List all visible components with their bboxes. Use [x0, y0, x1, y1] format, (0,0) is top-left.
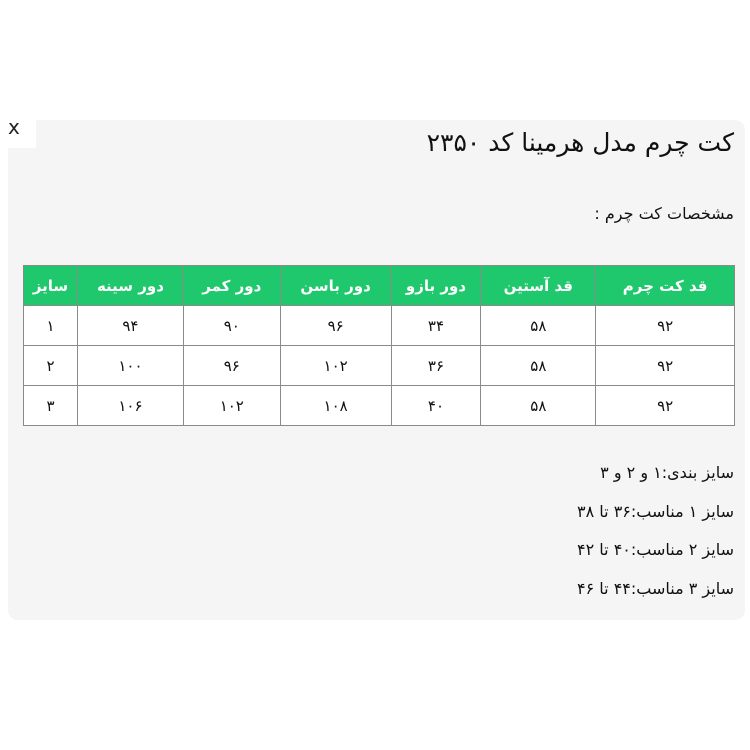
- header-jacket-length: قد کت چرم: [595, 265, 735, 306]
- table-row: ۹۲ ۵۸ ۴۰ ۱۰۸ ۱۰۲ ۱۰۶ ۳: [22, 385, 735, 426]
- table-cell: ۹۲: [595, 305, 735, 346]
- table-cell: ۱۰۲: [279, 345, 392, 386]
- table-row: ۹۲ ۵۸ ۳۶ ۱۰۲ ۹۶ ۱۰۰ ۲: [22, 345, 735, 386]
- note-size-1: سایز ۱ مناسب:۳۶ تا ۳۸: [577, 501, 734, 521]
- table-cell: ۳۶: [390, 345, 482, 386]
- close-icon: x: [8, 115, 20, 139]
- size-notes: سایز بندی:۱ و ۲ و ۳ سایز ۱ مناسب:۳۶ تا ۳…: [577, 460, 734, 614]
- table-cell: ۵۸: [480, 305, 597, 346]
- note-size-2: سایز ۲ مناسب:۴۰ تا ۴۲: [577, 540, 734, 559]
- table-cell: ۹۲: [595, 385, 735, 426]
- table-cell: ۵۸: [480, 345, 597, 386]
- table-cell: ۹۶: [279, 305, 392, 346]
- header-size: سایز: [22, 265, 79, 306]
- table-cell: ۱: [22, 305, 79, 346]
- table-cell: ۱۰۸: [279, 385, 392, 426]
- product-title: کت چرم مدل هرمینا کد ۲۳۵۰: [426, 128, 734, 157]
- table-cell: ۵۸: [480, 385, 597, 426]
- table-cell: ۴۰: [390, 385, 482, 426]
- table-cell: ۱۰۰: [77, 345, 184, 386]
- note-size-3: سایز ۳ مناسب:۴۴ تا ۴۶: [577, 578, 734, 598]
- header-hip: دور باسن: [279, 265, 392, 306]
- header-arm: دور بازو: [390, 265, 482, 306]
- table-cell: ۹۰: [182, 305, 281, 346]
- size-table: قد کت چرم قد آستین دور بازو دور باسن دور…: [22, 265, 735, 426]
- table-cell: ۳: [22, 385, 79, 426]
- table-cell: ۱۰۲: [182, 385, 281, 426]
- table-cell: ۹۴: [77, 305, 184, 346]
- table-cell: ۹۶: [182, 345, 281, 386]
- table-cell: ۹۲: [595, 345, 735, 386]
- table-cell: ۱۰۶: [77, 385, 184, 426]
- table-row: ۹۲ ۵۸ ۳۴ ۹۶ ۹۰ ۹۴ ۱: [22, 305, 735, 346]
- header-sleeve-length: قد آستین: [480, 265, 597, 306]
- table-cell: ۲: [22, 345, 79, 386]
- header-waist: دور کمر: [182, 265, 281, 306]
- table-cell: ۳۴: [390, 305, 482, 346]
- note-sizes: سایز بندی:۱ و ۲ و ۳: [600, 463, 734, 482]
- specs-heading: مشخصات کت چرم :: [594, 204, 734, 223]
- close-button[interactable]: x: [0, 114, 36, 148]
- header-chest: دور سینه: [77, 265, 184, 306]
- table-header-row: قد کت چرم قد آستین دور بازو دور باسن دور…: [22, 265, 735, 306]
